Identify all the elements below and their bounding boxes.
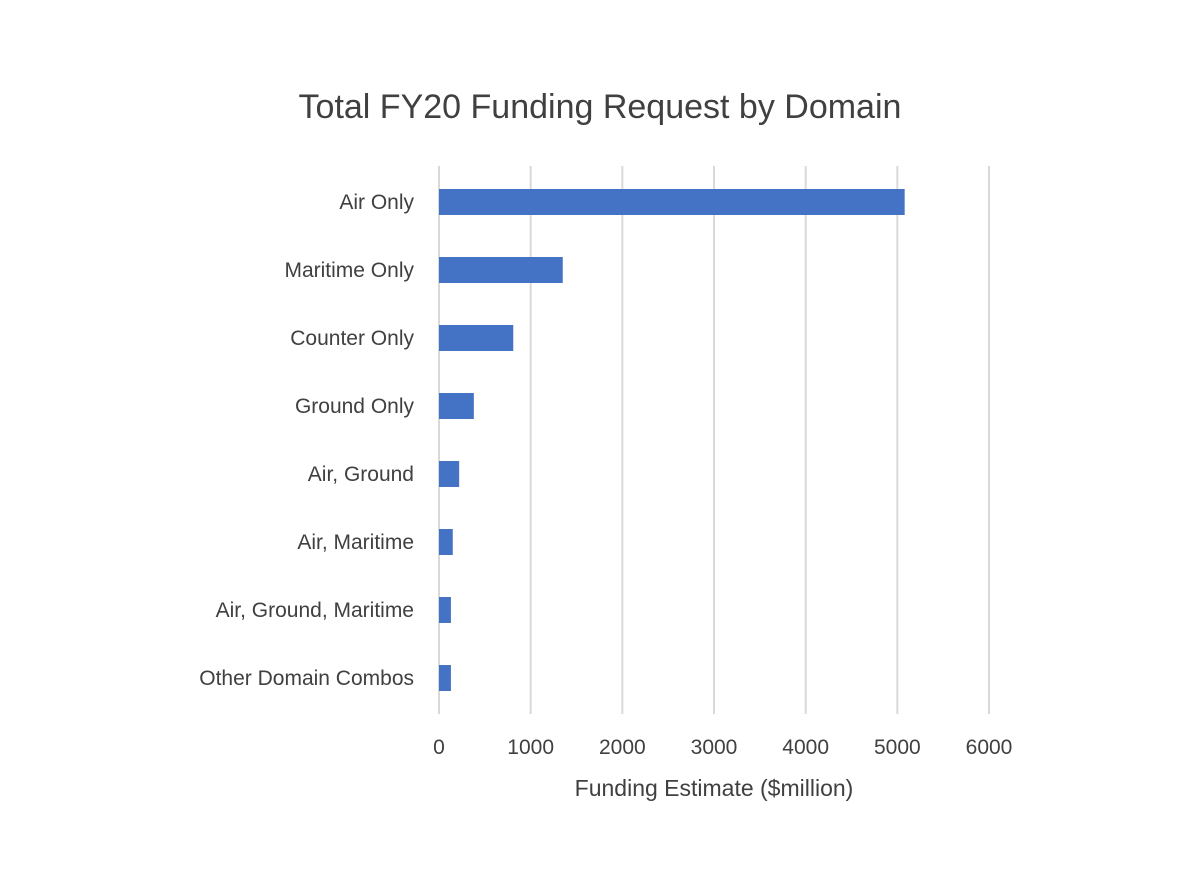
x-tick-label: 6000: [966, 736, 1013, 759]
bar: [439, 665, 451, 691]
bar: [439, 461, 460, 487]
x-tick-label: 1000: [507, 736, 554, 759]
x-tick-label: 4000: [782, 736, 829, 759]
bar: [439, 393, 474, 419]
gridlines: [438, 166, 990, 714]
category-label: Air, Ground, Maritime: [216, 599, 414, 622]
bar: [439, 597, 451, 623]
x-axis-title: Funding Estimate ($million): [575, 775, 854, 801]
bar: [439, 189, 905, 215]
category-label: Air Only: [339, 191, 414, 214]
category-label: Other Domain Combos: [199, 667, 414, 690]
x-tick-label: 5000: [874, 736, 921, 759]
category-labels: Air Only Maritime Only Counter Only Ground …: [199, 191, 414, 690]
chart-title: Total FY20 Funding Request by Domain: [298, 88, 902, 126]
bar: [439, 325, 514, 351]
category-label: Counter Only: [290, 327, 414, 350]
category-label: Ground Only: [295, 395, 415, 418]
bar: [439, 257, 563, 283]
x-tick-label: 2000: [599, 736, 646, 759]
bar: [439, 529, 453, 555]
x-tick-label: 3000: [691, 736, 738, 759]
x-tick-labels: 0 1000 2000 3000 4000 5000 6000: [433, 736, 1012, 759]
category-label: Maritime Only: [284, 259, 414, 282]
category-label: Air, Maritime: [297, 531, 414, 554]
category-label: Air, Ground: [308, 463, 414, 486]
bars: [439, 189, 905, 691]
x-tick-label: 0: [433, 736, 445, 759]
